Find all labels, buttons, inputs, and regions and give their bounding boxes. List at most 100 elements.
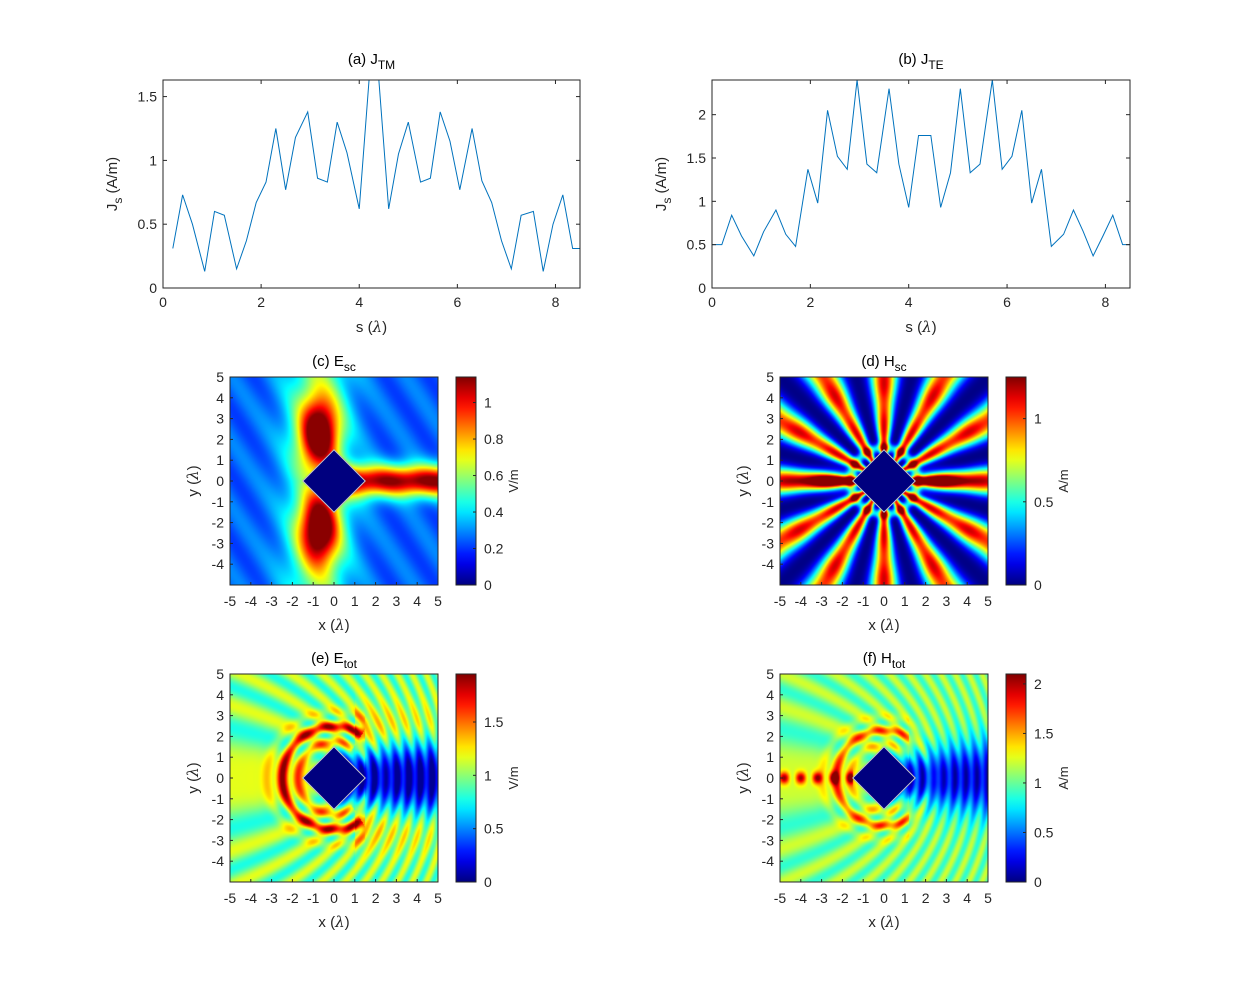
chart-title: (a) JTM — [348, 51, 395, 72]
y-tick-label: 1.5 — [687, 150, 707, 166]
x-tick-label: 6 — [453, 294, 461, 310]
y-tick-label: 4 — [766, 687, 774, 703]
y-tick-label: 3 — [216, 411, 224, 427]
x-tick-label: 1 — [901, 890, 909, 906]
x-tick-label: -4 — [245, 593, 258, 609]
y-tick-label: -3 — [762, 832, 775, 848]
x-tick-label: -2 — [286, 890, 299, 906]
scatterer-outline — [302, 449, 366, 513]
y-tick-label: 2 — [216, 431, 224, 447]
x-tick-label: 3 — [943, 593, 951, 609]
x-tick-label: 3 — [943, 890, 951, 906]
y-tick-label: 4 — [766, 390, 774, 406]
x-tick-label: -3 — [815, 890, 828, 906]
x-tick-label: 0 — [159, 294, 167, 310]
y-tick-label: -3 — [762, 535, 775, 551]
y-tick-label: 1 — [216, 452, 224, 468]
x-tick-label: 0 — [880, 593, 888, 609]
y-tick-label: 0 — [216, 473, 224, 489]
y-tick-label: -4 — [212, 556, 225, 572]
scatterer-outline — [852, 746, 916, 810]
colorbar-tick-label: 2 — [1034, 676, 1042, 692]
y-tick-label: -1 — [762, 791, 775, 807]
x-tick-label: 0 — [330, 593, 338, 609]
x-tick-label: 2 — [806, 294, 814, 310]
x-tick-label: 4 — [963, 593, 971, 609]
y-tick-label: 1 — [216, 749, 224, 765]
x-tick-label: 2 — [257, 294, 265, 310]
y-tick-label: 2 — [216, 728, 224, 744]
y-tick-label: -4 — [212, 853, 225, 869]
colorbar-tick-label: 1 — [1034, 775, 1042, 791]
y-tick-label: -2 — [762, 812, 775, 828]
y-tick-label: -1 — [212, 791, 225, 807]
y-tick-label: 5 — [216, 666, 224, 682]
plot-area — [163, 80, 580, 288]
x-tick-label: -5 — [774, 593, 787, 609]
y-tick-label: 1 — [766, 452, 774, 468]
y-tick-label: -3 — [212, 535, 225, 551]
x-axis-label: x (λ) — [318, 616, 349, 634]
y-axis-label: y (λ) — [184, 762, 202, 793]
x-tick-label: 3 — [393, 890, 401, 906]
scatterer-outline — [302, 746, 366, 810]
axes-box — [162, 79, 581, 289]
chart-title: (b) JTE — [898, 51, 943, 72]
x-tick-label: 8 — [1102, 294, 1110, 310]
y-tick-label: 1 — [149, 152, 157, 168]
x-tick-label: 4 — [355, 294, 363, 310]
colorbar-tick-label: 0.5 — [1034, 824, 1054, 840]
y-tick-label: 5 — [766, 666, 774, 682]
plot-area — [712, 80, 1130, 288]
x-tick-label: 0 — [880, 890, 888, 906]
y-tick-label: 2 — [766, 728, 774, 744]
y-tick-label: 3 — [766, 411, 774, 427]
y-tick-label: 0 — [766, 770, 774, 786]
y-tick-label: 1 — [698, 193, 706, 209]
chart-title: (e) Etot — [311, 650, 358, 671]
colorbar-tick-label: 1.5 — [484, 714, 504, 730]
colorbar-tick-label: 0 — [1034, 577, 1042, 593]
chart-title: (f) Htot — [863, 650, 906, 671]
colorbar — [1005, 376, 1027, 586]
line-chart-a: 0 2 4 6 8 0 0.5 1 1.5 (a) JTM s (λ) Js (A/m) — [104, 51, 581, 336]
colorbar-label: A/m — [1056, 766, 1071, 789]
x-tick-label: -3 — [265, 890, 278, 906]
colorbar-tick-label: 0.8 — [484, 431, 504, 447]
y-tick-label: 4 — [216, 390, 224, 406]
x-tick-label: 5 — [984, 593, 992, 609]
y-tick-label: 2 — [698, 107, 706, 123]
x-tick-label: 1 — [351, 593, 359, 609]
chart-title: (d) Hsc — [861, 353, 906, 374]
x-tick-label: -2 — [836, 890, 849, 906]
y-tick-label: -3 — [212, 832, 225, 848]
field-map — [780, 377, 988, 585]
y-tick-label: 1.5 — [138, 89, 158, 105]
y-tick-label: 3 — [766, 708, 774, 724]
colorbar-tick-label: 0 — [484, 874, 492, 890]
x-tick-label: 5 — [434, 593, 442, 609]
y-tick-label: 2 — [766, 431, 774, 447]
x-tick-label: -4 — [245, 890, 258, 906]
colorbar-tick-label: 1 — [484, 395, 492, 411]
colorbar-label: V/m — [506, 469, 521, 492]
colorbar-tick-label: 0.6 — [484, 468, 504, 484]
colorbar-tick-label: 1 — [1034, 411, 1042, 427]
x-tick-label: 2 — [922, 890, 930, 906]
x-tick-label: -1 — [857, 890, 870, 906]
field-map — [230, 674, 438, 882]
x-tick-label: -3 — [265, 593, 278, 609]
line-chart-b: 0 2 4 6 8 0 0.5 1 1.5 2 (b) JTE s (λ) Js (A/m) — [653, 51, 1131, 336]
y-axis-label: y (λ) — [734, 762, 752, 793]
x-tick-label: 5 — [434, 890, 442, 906]
y-tick-label: -4 — [762, 556, 775, 572]
x-tick-label: 6 — [1003, 294, 1011, 310]
x-tick-label: 2 — [922, 593, 930, 609]
y-tick-label: -1 — [212, 494, 225, 510]
x-tick-label: -4 — [795, 593, 808, 609]
x-tick-label: -5 — [224, 593, 237, 609]
colorbar-tick-label: 0.2 — [484, 541, 504, 557]
colorbar — [455, 673, 477, 883]
